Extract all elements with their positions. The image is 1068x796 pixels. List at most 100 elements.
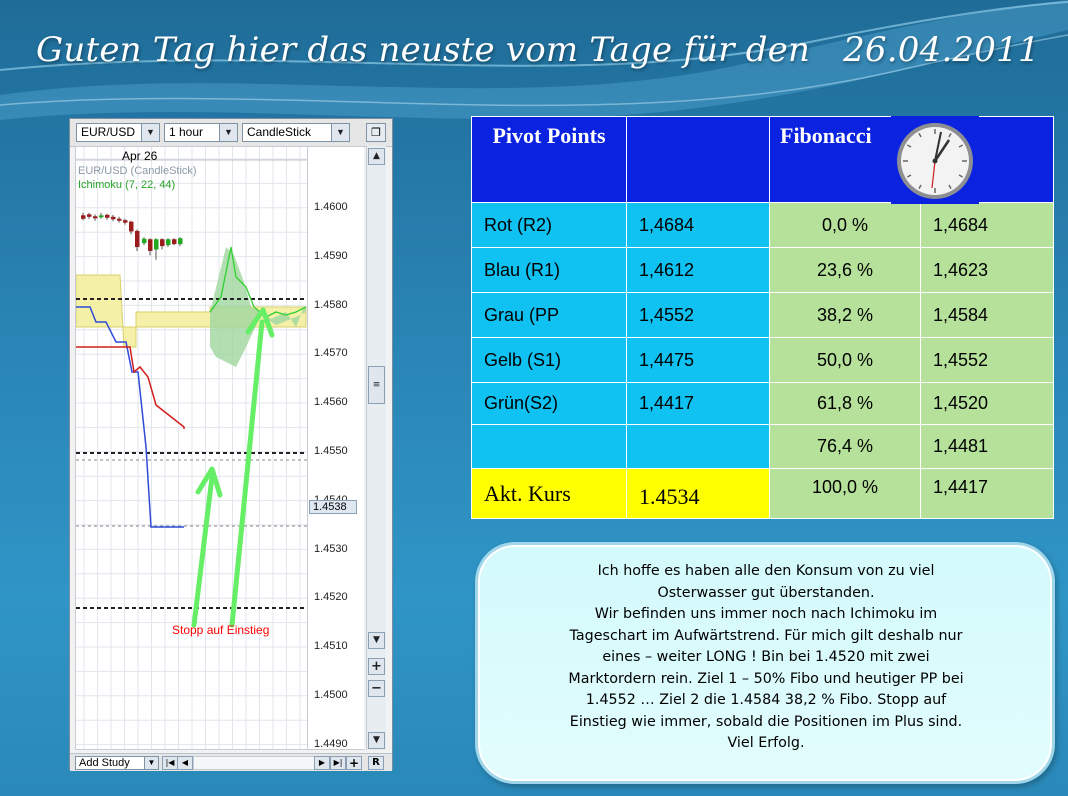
pivot-value: 1,4684 (626, 202, 770, 248)
minus-icon: − (371, 681, 382, 696)
scroll-end-button[interactable]: ▶| (330, 756, 346, 770)
scroll-right-button[interactable]: ▶ (314, 756, 330, 770)
price-tick-label: 1.4550 (314, 445, 348, 457)
add-study-label: Add Study (79, 757, 130, 769)
price-chart-svg (76, 147, 307, 749)
candle-body (81, 215, 86, 219)
zoom-time-button[interactable]: + (346, 756, 362, 770)
pivot-value (626, 424, 770, 469)
chevron-down-icon: ▼ (141, 124, 159, 141)
scroll-thumb[interactable]: ≡ (368, 366, 385, 404)
arrow-head (195, 466, 223, 498)
target-arrow (229, 319, 265, 628)
row-label: Grau (PP (471, 292, 627, 338)
price-tick-label: 1.4500 (314, 689, 348, 701)
fib-percent: 38,2 % (769, 292, 921, 338)
pivot-value: 1.4534 (626, 468, 770, 519)
price-tick-label: 1.4520 (314, 591, 348, 604)
row-label: Gelb (S1) (471, 337, 627, 383)
fib-percent: 61,8 % (769, 382, 921, 425)
plus-icon: + (371, 659, 382, 674)
chart-type-dropdown[interactable]: CandleStick ▼ (242, 123, 350, 142)
zoom-in-button[interactable]: + (368, 658, 385, 675)
price-tick-label: 1.4600 (314, 201, 348, 213)
fib-value: 1,4584 (920, 292, 1054, 338)
legend-ichimoku: Ichimoku (7, 22, 44) (78, 179, 176, 191)
legend-symbol: EUR/USD (CandleStick) (78, 165, 197, 177)
price-tick-label: 1.4490 (314, 737, 348, 750)
chevron-left-icon: ◀ (181, 758, 189, 767)
candle-body (105, 214, 110, 218)
candle-body (160, 239, 165, 247)
candle-body (87, 214, 92, 217)
vertical-scrollbar[interactable]: ▲ ≡ ▼ + − ▼ (366, 146, 386, 750)
pivot-value: 1,4552 (626, 292, 770, 338)
scroll-bottom-button[interactable]: ▼ (368, 732, 385, 749)
candle-body (154, 239, 159, 250)
header-clock-cell (891, 116, 1054, 204)
table-row: 76,4 % 1,4481 (471, 424, 1054, 469)
fib-value: 1,4552 (920, 337, 1054, 383)
row-label: Rot (R2) (471, 202, 627, 248)
row-label: Akt. Kurs (471, 468, 627, 519)
chevron-down-icon: ▼ (373, 735, 380, 745)
fib-percent: 100,0 % (769, 468, 921, 519)
symbol-dropdown[interactable]: EUR/USD ▼ (76, 123, 160, 142)
price-tick-label: 1.4530 (314, 542, 348, 555)
candle-body (111, 216, 116, 220)
candle-body (178, 238, 183, 245)
chevron-down-icon: ▼ (373, 635, 380, 645)
symbol-value: EUR/USD (81, 125, 136, 139)
scroll-up-button[interactable]: ▲ (368, 148, 385, 165)
fib-value: 1,4481 (920, 424, 1054, 469)
chevron-down-icon: ▼ (219, 124, 237, 141)
kumo-cloud-bullish (210, 247, 306, 367)
price-tick-label: 1.4560 (314, 396, 348, 409)
table-row: Akt. Kurs 1.4534 100,0 % 1,4417 (471, 468, 1054, 519)
candle-body (166, 239, 171, 246)
scroll-down-button[interactable]: ▼ (368, 632, 385, 649)
row-label: Blau (R1) (471, 247, 627, 293)
fib-percent: 76,4 % (769, 424, 921, 469)
restore-window-icon: ❐ (371, 126, 381, 139)
fib-percent: 23,6 % (769, 247, 921, 293)
pivot-value: 1,4612 (626, 247, 770, 293)
table-row: Rot (R2) 1,4684 0,0 % 1,4684 (471, 202, 1054, 248)
pivot-fibonacci-table: Pivot Points Fibonacci (471, 116, 1054, 519)
candle-body (142, 238, 147, 244)
chart-window: EUR/USD ▼ 1 hour ▼ CandleStick ▼ ❐ Apr 2… (69, 118, 393, 771)
reset-button[interactable]: R (368, 756, 384, 770)
candle-body (172, 239, 177, 245)
plus-icon: + (348, 756, 360, 770)
pivot-value: 1,4417 (626, 382, 770, 425)
stop-annotation: Stopp auf Einstieg (172, 623, 270, 637)
interval-dropdown[interactable]: 1 hour ▼ (164, 123, 238, 142)
candle-body (117, 218, 122, 221)
kijun-line (76, 346, 185, 429)
scroll-left-button[interactable]: ◀ (177, 756, 193, 770)
price-axis: 1.4600 1.4590 1.4580 1.4570 1.4560 1.4550 1.45… (308, 146, 364, 750)
header-empty (626, 116, 770, 203)
table-header-row: Pivot Points Fibonacci (471, 116, 1054, 204)
zoom-out-button[interactable]: − (368, 680, 385, 697)
message-text: Ich hoffe es haben alle den Konsum von z… (568, 563, 964, 751)
scroll-start-button[interactable]: |◀ (162, 756, 178, 770)
restore-window-button[interactable]: ❐ (366, 123, 386, 142)
price-tick-label: 1.4570 (314, 347, 348, 360)
chikou-span (209, 246, 307, 318)
candle-body (93, 216, 98, 219)
grip-icon: ≡ (372, 380, 381, 390)
fib-value: 1,4623 (920, 247, 1054, 293)
chevron-right-end-icon: ▶| (333, 758, 343, 767)
wall-clock-icon (891, 116, 979, 204)
message-box: Ich hoffe es haben alle den Konsum von z… (475, 542, 1055, 784)
current-price-badge: 1.4538 (309, 500, 357, 514)
chart-toolbar: EUR/USD ▼ 1 hour ▼ CandleStick ▼ ❐ (70, 119, 392, 147)
pivot-value: 1,4475 (626, 337, 770, 383)
entry-arrow (191, 474, 215, 628)
add-study-dropdown[interactable]: Add Study ▼ (75, 756, 159, 770)
chevron-right-icon: ▶ (318, 758, 326, 767)
price-chart[interactable]: Apr 26 EUR/USD (CandleStick) Ichimoku (7… (75, 146, 308, 750)
chevron-down-icon: ▼ (331, 124, 349, 141)
fib-value: 1,4520 (920, 382, 1054, 425)
